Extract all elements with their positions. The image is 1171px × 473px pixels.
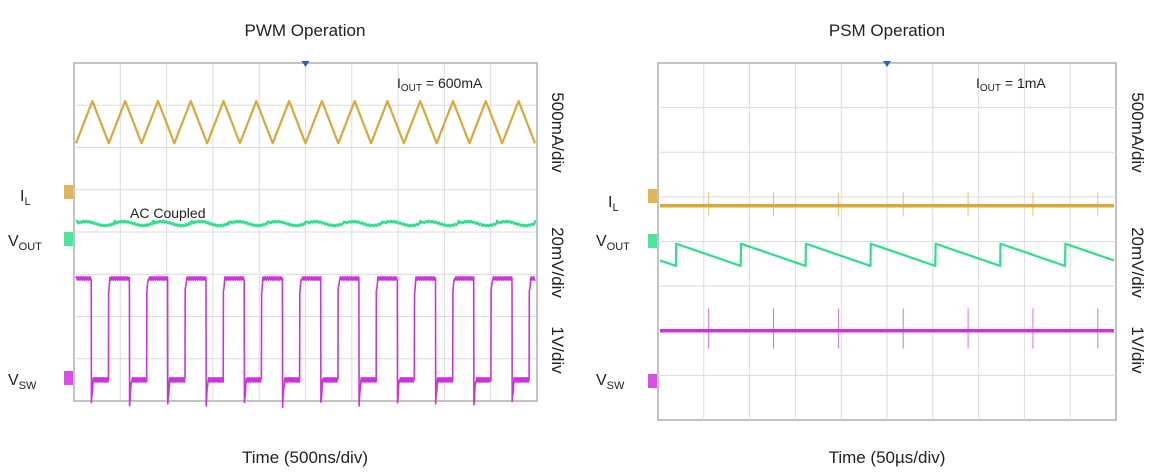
scale-label: 1V/div	[548, 326, 567, 374]
scale-label: 1V/div	[1128, 326, 1147, 374]
scale-label: 500mA/div	[548, 92, 567, 173]
trigger-marker	[301, 61, 310, 67]
channel-marker	[64, 185, 73, 199]
scale-label: 500mA/div	[1128, 92, 1147, 173]
coupling-note: AC Coupled	[130, 205, 206, 221]
channel-marker	[648, 189, 657, 203]
chart-title: PSM Operation	[829, 21, 945, 40]
trace-v-out	[659, 242, 1115, 267]
x-axis-label: Time (500ns/div)	[242, 448, 368, 467]
chart-panel-2: PSM Operation Time (50µs/div) IOUT = 1mA 50…	[596, 21, 1147, 467]
iout-annotation: IOUT = 600mA	[397, 75, 483, 94]
channel-marker	[64, 232, 73, 246]
channel-label: VOUT	[8, 233, 42, 253]
trace-v-sw	[75, 276, 536, 409]
channel-marker	[648, 234, 657, 248]
chart-title: PWM Operation	[245, 21, 366, 40]
x-axis-label: Time (50µs/div)	[829, 448, 946, 467]
scale-label: 20mV/div	[1128, 227, 1147, 298]
trigger-marker	[883, 61, 891, 67]
channel-marker	[648, 374, 657, 388]
channel-label: VOUT	[596, 233, 630, 253]
channel-label: VSW	[596, 372, 625, 392]
channel-marker	[64, 371, 73, 385]
trace-i-l	[74, 99, 537, 145]
channel-label: VSW	[8, 372, 37, 392]
iout-annotation: IOUT = 1mA	[976, 75, 1046, 94]
chart-panel-1: PWM Operation Time (500ns/div) IOUT = 600m…	[8, 21, 567, 467]
scale-label: 20mV/div	[548, 227, 567, 298]
channel-label: IL	[20, 188, 31, 208]
channel-label: IL	[608, 194, 619, 214]
trace-v-out	[75, 219, 537, 228]
